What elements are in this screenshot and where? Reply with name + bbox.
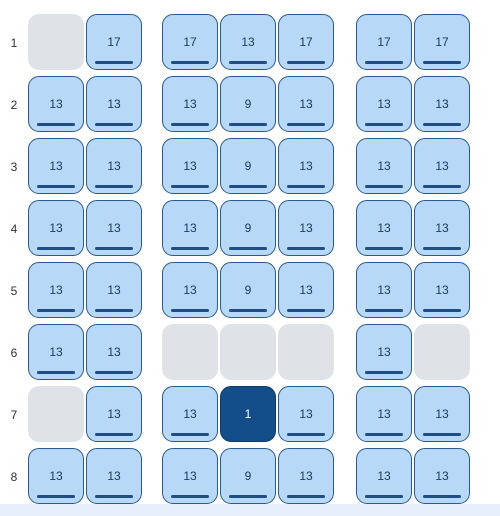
seat-available[interactable]: 13 bbox=[278, 200, 334, 256]
seat-unavailable bbox=[28, 386, 84, 442]
row-number: 8 bbox=[6, 470, 22, 484]
seat-row: 17 17 13 17 17 17 bbox=[28, 14, 496, 70]
seat-map: 1 2 3 4 5 6 7 8 17 17 13 17 17 17 bbox=[0, 0, 500, 516]
seat-row: 13 13 13 9 13 13 13 bbox=[28, 76, 496, 132]
seat-available[interactable]: 17 bbox=[162, 14, 218, 70]
row-number: 2 bbox=[6, 98, 22, 112]
seat-available[interactable]: 13 bbox=[86, 386, 142, 442]
seat-available[interactable]: 13 bbox=[356, 262, 412, 318]
seat-available[interactable]: 13 bbox=[278, 262, 334, 318]
seat-available[interactable]: 13 bbox=[356, 200, 412, 256]
seat-available[interactable]: 13 bbox=[86, 324, 142, 380]
seat-unavailable bbox=[28, 14, 84, 70]
seat-row: 13 13 13 9 13 13 13 bbox=[28, 138, 496, 194]
seat-available[interactable]: 13 bbox=[162, 262, 218, 318]
seat-available[interactable]: 13 bbox=[278, 386, 334, 442]
row-number: 5 bbox=[6, 284, 22, 298]
seat-available[interactable]: 13 bbox=[356, 138, 412, 194]
seat-available[interactable]: 13 bbox=[162, 448, 218, 504]
seat-available[interactable]: 9 bbox=[220, 76, 276, 132]
seat-available[interactable]: 13 bbox=[162, 386, 218, 442]
seat-available[interactable]: 13 bbox=[28, 324, 84, 380]
seat-available[interactable]: 13 bbox=[278, 76, 334, 132]
seat-available[interactable]: 17 bbox=[86, 14, 142, 70]
seat-available[interactable]: 13 bbox=[414, 262, 470, 318]
seat-available[interactable]: 17 bbox=[414, 14, 470, 70]
seat-available[interactable]: 13 bbox=[356, 324, 412, 380]
seat-unavailable bbox=[278, 324, 334, 380]
seat-available[interactable]: 13 bbox=[86, 262, 142, 318]
seat-available[interactable]: 13 bbox=[356, 448, 412, 504]
row-number: 3 bbox=[6, 160, 22, 174]
seat-available[interactable]: 13 bbox=[414, 448, 470, 504]
seat-available[interactable]: 13 bbox=[28, 76, 84, 132]
seat-row: 13 13 13 9 13 13 13 bbox=[28, 262, 496, 318]
seat-available[interactable]: 13 bbox=[86, 448, 142, 504]
seat-available[interactable]: 13 bbox=[86, 138, 142, 194]
seat-available[interactable]: 13 bbox=[86, 76, 142, 132]
seat-available[interactable]: 17 bbox=[278, 14, 334, 70]
seat-available[interactable]: 9 bbox=[220, 262, 276, 318]
seat-available[interactable]: 13 bbox=[220, 14, 276, 70]
seat-available[interactable]: 13 bbox=[356, 386, 412, 442]
seat-available[interactable]: 9 bbox=[220, 448, 276, 504]
seat-available[interactable]: 13 bbox=[86, 200, 142, 256]
seat-available[interactable]: 13 bbox=[162, 200, 218, 256]
seat-available[interactable]: 13 bbox=[28, 262, 84, 318]
seat-row: 13 13 13 9 13 13 13 bbox=[28, 448, 496, 504]
seat-unavailable bbox=[220, 324, 276, 380]
seat-available[interactable]: 13 bbox=[414, 76, 470, 132]
seat-available[interactable]: 13 bbox=[28, 200, 84, 256]
row-number: 6 bbox=[6, 346, 22, 360]
footer-band bbox=[0, 504, 500, 516]
seat-available[interactable]: 13 bbox=[278, 448, 334, 504]
seat-available[interactable]: 13 bbox=[162, 76, 218, 132]
seat-row: 13 13 13 bbox=[28, 324, 496, 380]
seat-available[interactable]: 13 bbox=[414, 138, 470, 194]
row-number: 1 bbox=[6, 36, 22, 50]
seat-available[interactable]: 13 bbox=[28, 138, 84, 194]
seat-unavailable bbox=[414, 324, 470, 380]
seat-available[interactable]: 13 bbox=[356, 76, 412, 132]
row-number: 4 bbox=[6, 222, 22, 236]
seat-available[interactable]: 13 bbox=[162, 138, 218, 194]
seat-available[interactable]: 13 bbox=[28, 448, 84, 504]
seat-row: 13 13 1 13 13 13 bbox=[28, 386, 496, 442]
seat-selected[interactable]: 1 bbox=[220, 386, 276, 442]
seat-available[interactable]: 9 bbox=[220, 200, 276, 256]
seat-available[interactable]: 13 bbox=[278, 138, 334, 194]
seat-unavailable bbox=[162, 324, 218, 380]
seat-row: 13 13 13 9 13 13 13 bbox=[28, 200, 496, 256]
seat-available[interactable]: 9 bbox=[220, 138, 276, 194]
row-number: 7 bbox=[6, 408, 22, 422]
seat-available[interactable]: 17 bbox=[356, 14, 412, 70]
seat-available[interactable]: 13 bbox=[414, 200, 470, 256]
seat-available[interactable]: 13 bbox=[414, 386, 470, 442]
